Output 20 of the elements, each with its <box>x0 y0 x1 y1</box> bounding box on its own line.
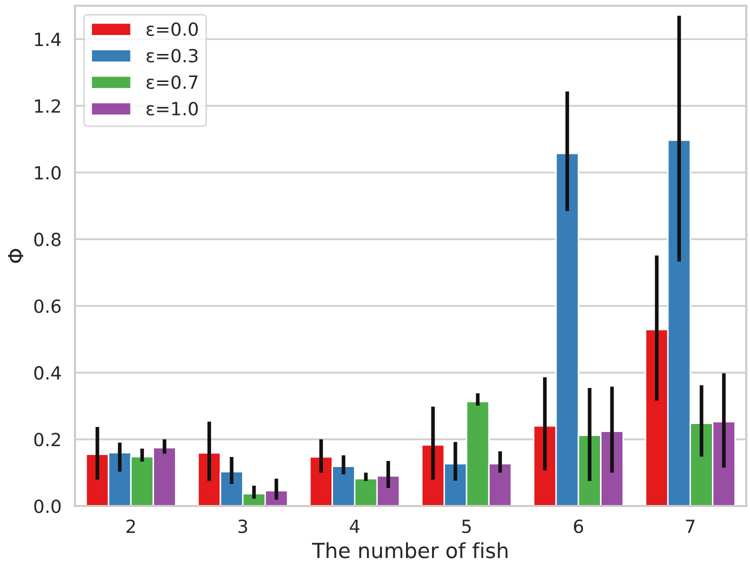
y-tick-label: 0.4 <box>34 366 61 380</box>
x-tick-label: 4 <box>350 520 360 533</box>
y-tick-label: 0.8 <box>34 232 61 246</box>
x-tick-label: 3 <box>238 520 248 534</box>
y-tick-label: 0.0 <box>34 499 61 514</box>
legend-label: ε=0.3 <box>146 48 198 62</box>
y-tick-label: 0.2 <box>34 432 60 446</box>
y-tick-label: 1.4 <box>35 32 61 46</box>
y-tick-label: 1.0 <box>35 166 61 180</box>
x-tick-label: 6 <box>574 520 584 534</box>
legend-label: ε=0.7 <box>146 75 198 89</box>
legend-label: ε=1.0 <box>146 102 198 116</box>
x-tick-label: 2 <box>126 520 135 533</box>
x-axis-title: The number of fish <box>312 542 508 558</box>
x-tick-label: 7 <box>686 520 695 533</box>
y-tick-label: 0.6 <box>34 299 61 314</box>
legend-label: ε=0.0 <box>146 22 198 36</box>
y-tick-label: 1.2 <box>35 99 60 113</box>
x-tick-label: 5 <box>462 520 471 534</box>
y-axis-title: Φ <box>8 248 24 263</box>
